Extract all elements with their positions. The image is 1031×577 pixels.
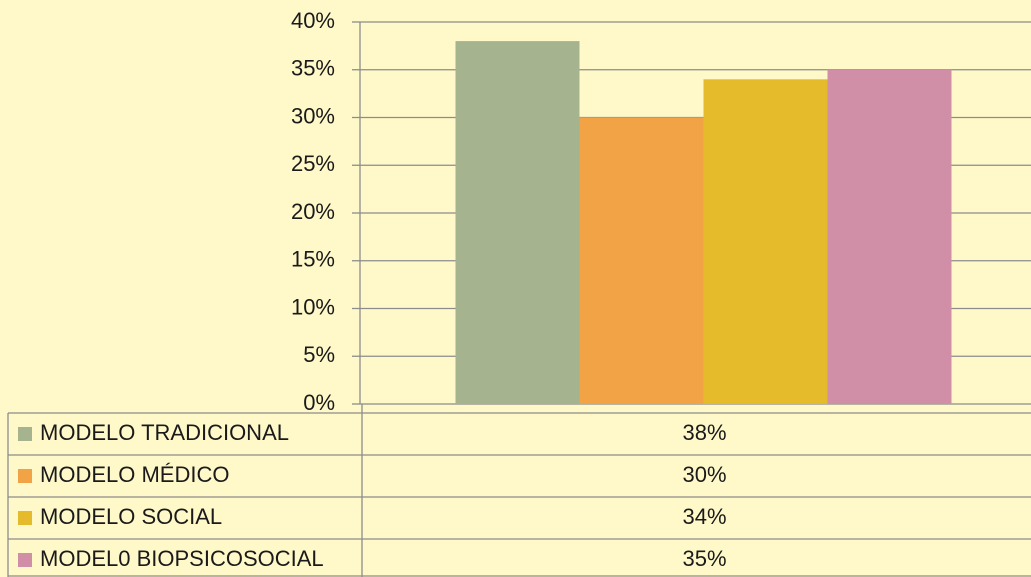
y-tick-label: 15% [291, 247, 335, 272]
table-value: 38% [682, 420, 726, 445]
table-value: 34% [682, 504, 726, 529]
y-tick-label: 40% [291, 8, 335, 33]
y-tick-label: 20% [291, 199, 335, 224]
y-tick-label: 25% [291, 151, 335, 176]
bar [827, 69, 952, 404]
table-value: 30% [682, 462, 726, 487]
y-tick-label: 30% [291, 103, 335, 128]
legend-key [18, 469, 32, 483]
bar [579, 117, 704, 404]
legend-key [18, 511, 32, 525]
legend-key [18, 427, 32, 441]
legend-label: MODEL0 BIOPSICOSOCIAL [40, 546, 324, 571]
legend-label: MODELO SOCIAL [40, 504, 222, 529]
y-tick-label: 5% [303, 342, 335, 367]
y-tick-label: 10% [291, 294, 335, 319]
y-tick-label: 35% [291, 56, 335, 81]
legend-label: MODELO MÉDICO [40, 462, 229, 487]
y-tick-label: 0% [303, 390, 335, 415]
bar [455, 41, 580, 404]
legend-key [18, 553, 32, 567]
table-value: 35% [682, 546, 726, 571]
bar [703, 79, 828, 405]
legend-label: MODELO TRADICIONAL [40, 420, 289, 445]
